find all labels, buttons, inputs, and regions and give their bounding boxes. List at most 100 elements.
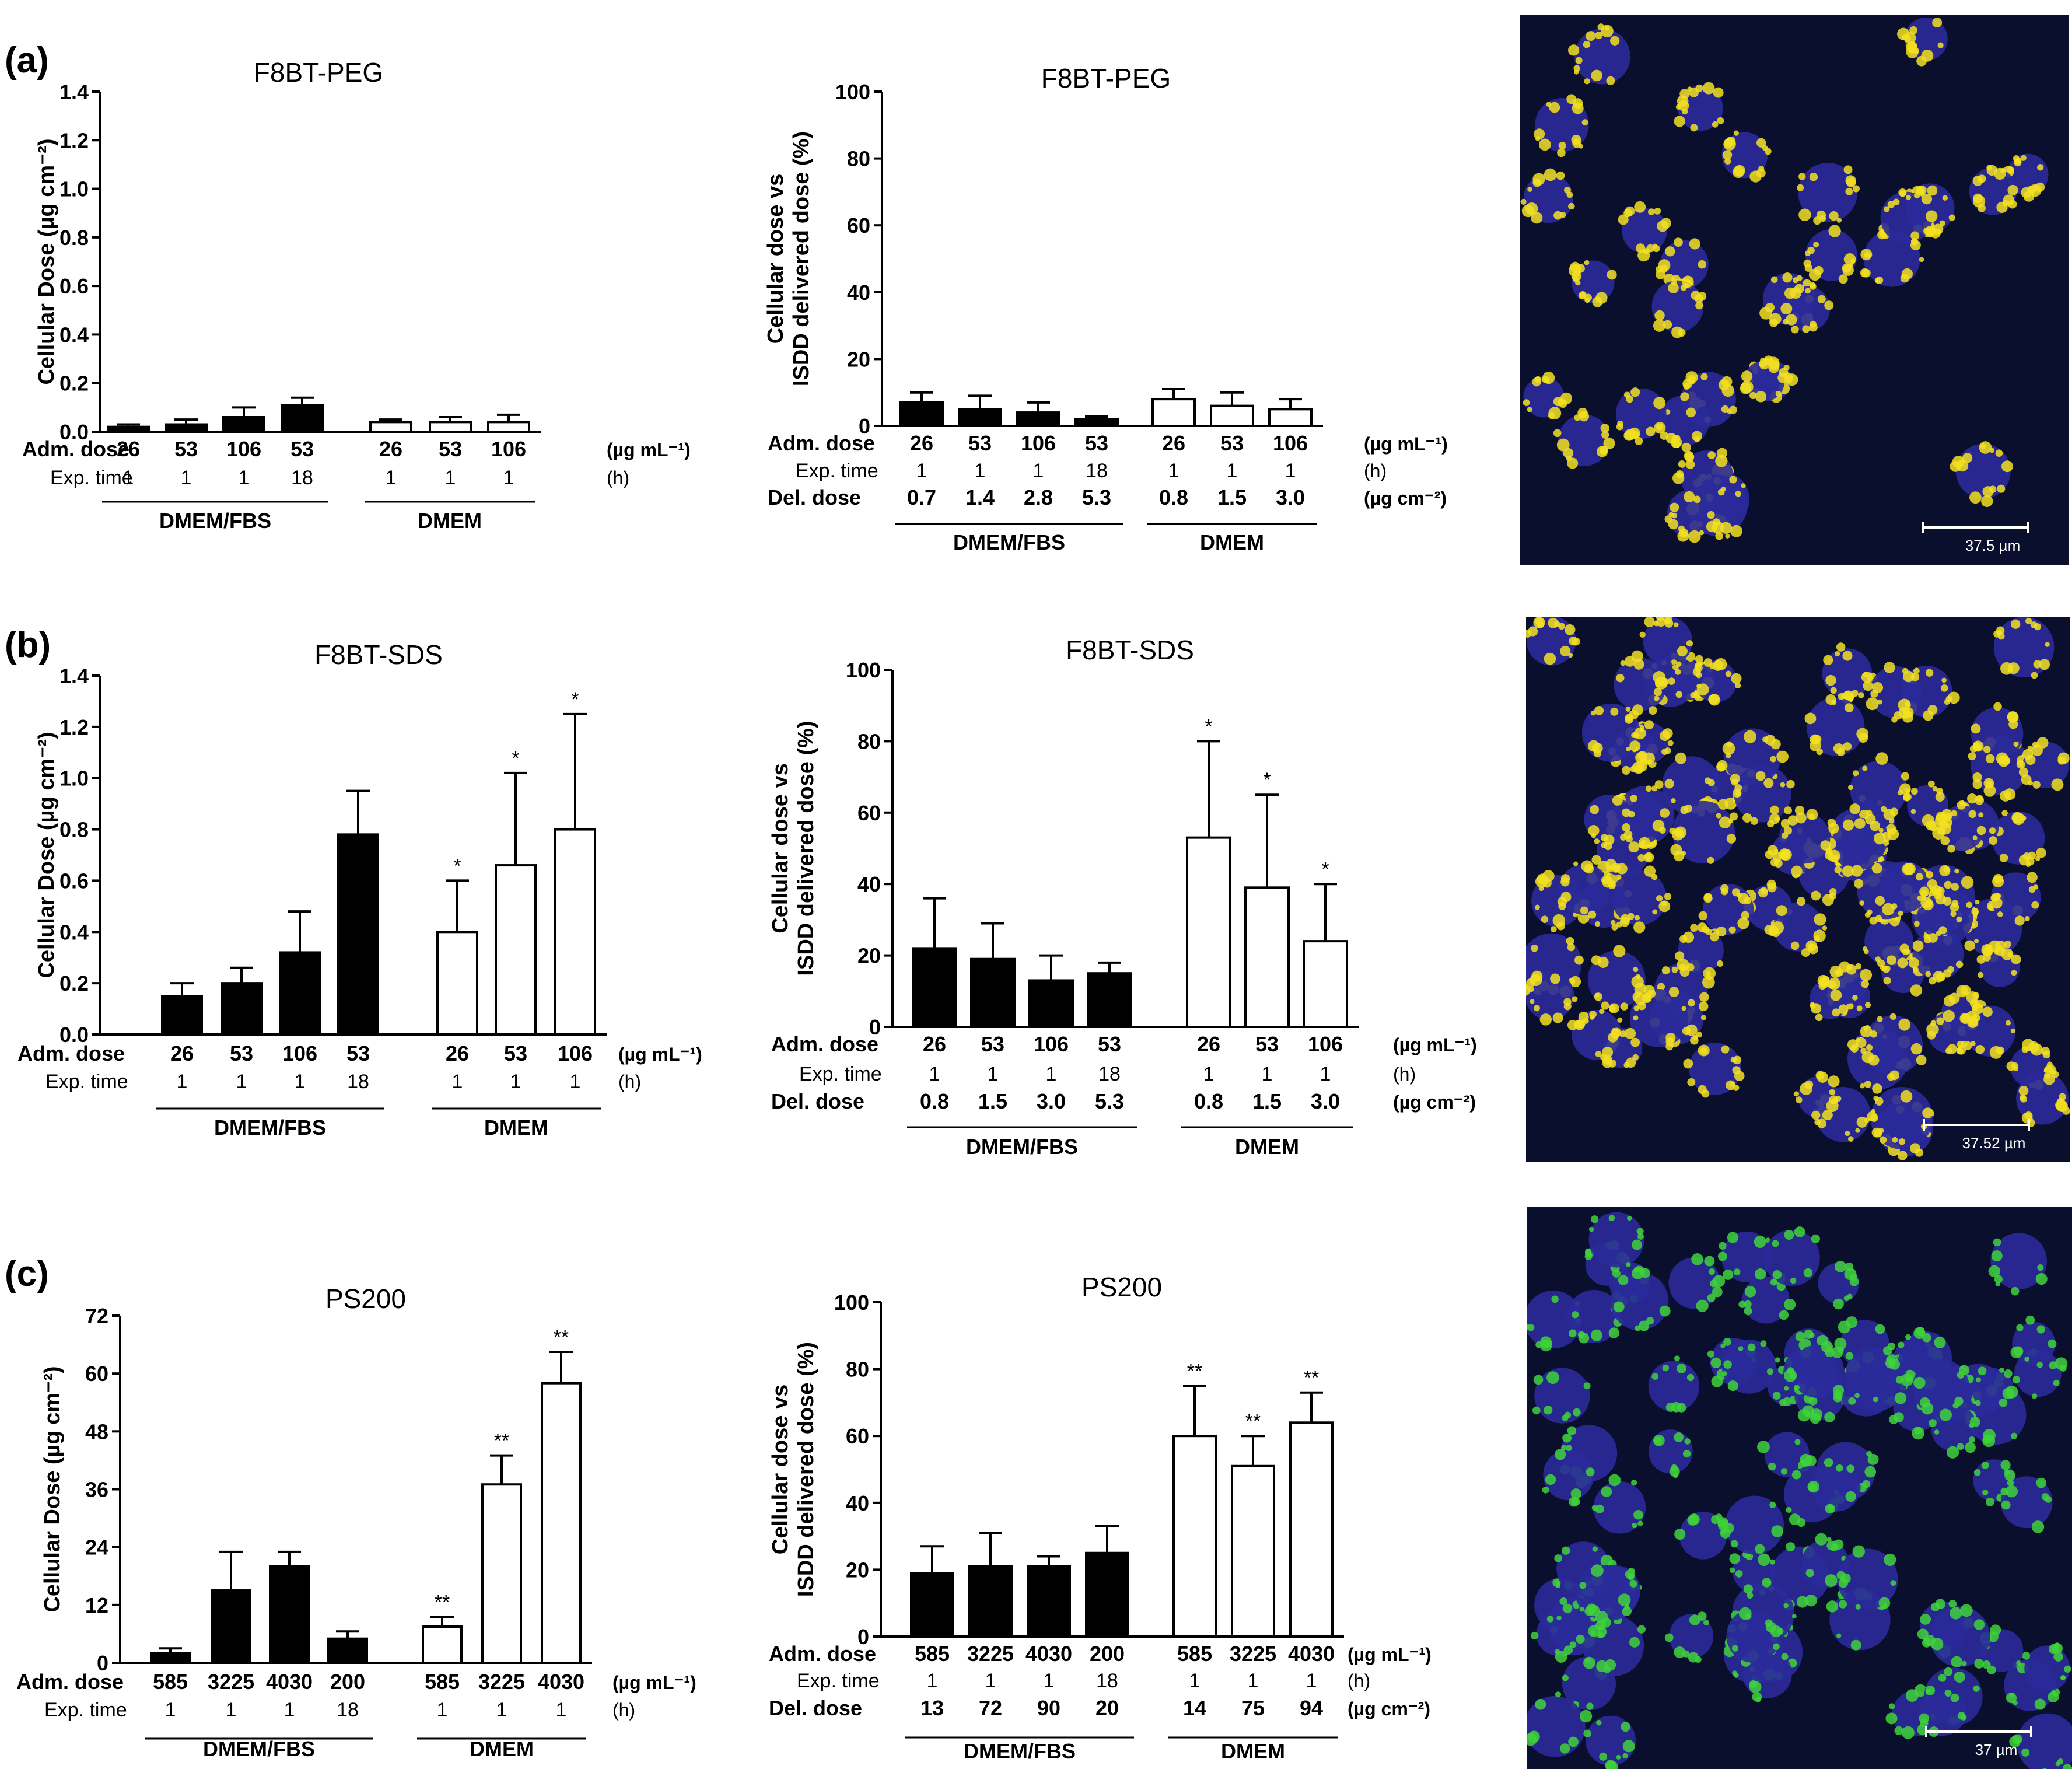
stain-granule — [1622, 808, 1630, 817]
stain-granule — [1860, 969, 1873, 981]
stain-granule — [1913, 192, 1920, 199]
stain-granule — [1794, 1439, 1801, 1445]
y-tick-label: 1.0 — [60, 767, 89, 791]
stain-granule — [1535, 135, 1541, 141]
stain-granule — [1654, 208, 1661, 215]
stain-granule — [1933, 891, 1942, 900]
stain-granule — [1784, 287, 1796, 299]
stain-granule — [1760, 1340, 1767, 1347]
stain-granule — [1728, 926, 1736, 934]
adm-dose-label: Adm. dose — [768, 431, 875, 455]
bar — [161, 995, 203, 1036]
stain-granule — [1789, 1373, 1796, 1380]
stain-granule — [1631, 1239, 1642, 1250]
stain-granule — [1932, 786, 1938, 792]
stain-granule — [1957, 1371, 1965, 1379]
adm-dose-value: 53 — [174, 437, 198, 461]
stain-granule — [1742, 813, 1752, 823]
stain-granule — [1858, 692, 1864, 698]
stain-granule — [1699, 530, 1704, 536]
stain-granule — [1947, 1044, 1957, 1054]
stain-granule — [1613, 1301, 1625, 1313]
stain-granule — [1769, 1501, 1776, 1509]
stain-granule — [1766, 1368, 1774, 1375]
stain-granule — [1769, 313, 1782, 326]
stain-granule — [1721, 1371, 1727, 1376]
stain-granule — [1986, 780, 1993, 788]
stain-granule — [1715, 455, 1728, 467]
y-tick-label: 40 — [847, 281, 870, 305]
adm-dose-unit: (µg mL⁻¹) — [607, 439, 691, 460]
stain-granule — [1838, 1004, 1849, 1015]
stain-granule — [1793, 1091, 1799, 1097]
stain-granule — [1825, 674, 1836, 686]
stain-granule — [2031, 744, 2043, 756]
stain-granule — [1574, 955, 1584, 965]
stain-granule — [1898, 910, 1903, 916]
scale-bar-label: 37 µm — [1975, 1741, 2018, 1758]
stain-granule — [1673, 622, 1679, 628]
stain-granule — [1856, 1037, 1867, 1048]
stain-granule — [1565, 1445, 1572, 1452]
del-dose-label: Del. dose — [769, 1696, 862, 1720]
stain-granule — [1553, 429, 1562, 438]
stain-granule — [1996, 201, 2008, 213]
stain-granule — [1620, 660, 1626, 666]
bar — [164, 423, 208, 433]
exp-time-value: 1 — [1248, 1670, 1259, 1692]
stain-granule — [1734, 682, 1741, 689]
stain-granule — [1622, 823, 1630, 832]
stain-granule — [1546, 1616, 1554, 1623]
stain-granule — [1975, 1044, 1985, 1054]
stain-granule — [1699, 992, 1709, 1002]
bar — [487, 421, 530, 433]
stain-granule — [1553, 211, 1562, 220]
stain-granule — [2031, 1520, 2045, 1533]
stain-granule — [1729, 812, 1738, 821]
stain-granule — [1611, 863, 1621, 873]
stain-granule — [2011, 970, 2017, 976]
micrograph-a: 37.5 µm — [1520, 15, 2068, 565]
stain-granule — [1999, 1367, 2004, 1373]
stain-granule — [1690, 124, 1698, 132]
stain-granule — [1701, 1089, 1710, 1098]
stain-granule — [1686, 407, 1696, 418]
stain-granule — [1862, 1480, 1870, 1488]
stain-granule — [1793, 277, 1799, 284]
stain-granule — [1675, 951, 1685, 961]
stain-granule — [1914, 1427, 1922, 1435]
stain-granule — [2032, 781, 2041, 789]
stain-granule — [2000, 167, 2006, 174]
y-tick-label: 1.2 — [60, 128, 89, 152]
exp-time-unit: (h) — [612, 1700, 635, 1721]
stain-granule — [1889, 807, 1899, 816]
stain-granule — [1720, 884, 1729, 893]
exp-time-value: 1 — [510, 1071, 522, 1093]
stain-granule — [1870, 820, 1880, 831]
chart-c-cellular-dose: PS200 0 12 24 36 48 60 72 Cellular Dose (µg cm⁻²… — [16, 1284, 696, 1761]
stain-granule — [1688, 1513, 1700, 1525]
stain-granule — [1665, 1032, 1676, 1043]
stain-granule — [1549, 102, 1560, 113]
stain-granule — [2016, 1660, 2021, 1666]
stain-granule — [1819, 215, 1826, 222]
stain-granule — [1769, 359, 1780, 370]
stain-granule — [1665, 617, 1673, 623]
stain-granule — [1528, 1730, 1540, 1743]
stain-granule — [1791, 326, 1799, 334]
stain-granule — [1914, 1684, 1927, 1697]
cell-nucleus — [1791, 1344, 1845, 1398]
stain-granule — [1913, 966, 1919, 973]
stain-granule — [1935, 792, 1945, 802]
stain-granule — [1901, 772, 1910, 781]
stain-granule — [1774, 816, 1780, 822]
exp-time-value: 1 — [452, 1071, 463, 1093]
stain-granule — [1570, 261, 1581, 272]
bar — [912, 947, 957, 1028]
stain-granule — [1947, 844, 1956, 853]
cell-nucleus — [1850, 761, 1908, 818]
stain-granule — [1772, 1643, 1780, 1651]
stain-granule — [1637, 854, 1646, 862]
stain-granule — [1532, 377, 1541, 387]
stain-granule — [1928, 933, 1938, 943]
